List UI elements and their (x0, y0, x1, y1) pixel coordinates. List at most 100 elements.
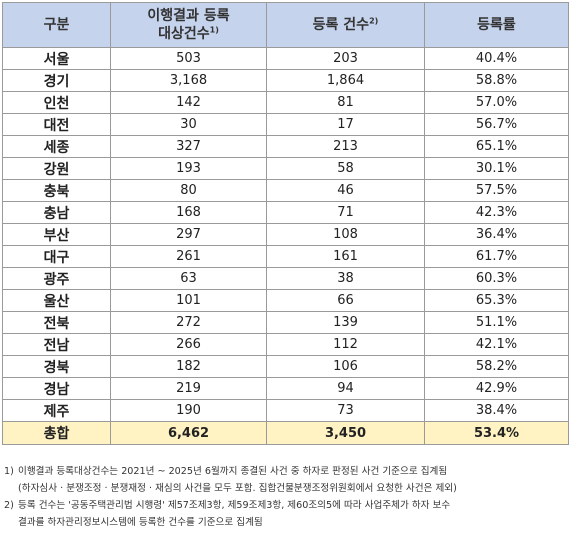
rate-cell: 30.1% (424, 157, 569, 180)
footnote-line: 결과를 하자관리정보시스템에 등록한 건수를 기준으로 집계됨 (18, 517, 263, 528)
registered-count-cell: 203 (266, 47, 425, 70)
registered-count-cell: 46 (266, 179, 425, 202)
region-cell: 경북 (2, 355, 111, 378)
target-count-cell: 101 (110, 289, 267, 312)
target-count-cell: 503 (110, 47, 267, 70)
target-count-cell: 327 (110, 135, 267, 158)
rate-cell: 57.5% (424, 179, 569, 202)
target-count-cell: 272 (110, 311, 267, 334)
rate-cell: 51.1% (424, 311, 569, 334)
table-row: 경남 219 94 42.9% (2, 377, 569, 400)
region-cell: 충남 (2, 201, 111, 224)
table-row: 전북 272 139 51.1% (2, 311, 569, 334)
region-cell: 서울 (2, 47, 111, 70)
registered-count-cell: 94 (266, 377, 425, 400)
footnote-text: 등록 건수는 '공동주택관리법 시행령' 제57조제3항, 제59조제3항, 제… (18, 497, 568, 531)
registered-count-cell: 66 (266, 289, 425, 312)
table-row: 제주 190 73 38.4% (2, 399, 569, 422)
rate-cell: 36.4% (424, 223, 569, 246)
target-count-cell: 219 (110, 377, 267, 400)
footnote-text: 이행결과 등록대상건수는 2021년 ~ 2025년 6월까지 종결된 사건 중… (18, 463, 568, 497)
footnote-number: 1) (4, 466, 14, 477)
rate-cell: 57.0% (424, 91, 569, 114)
table-row: 대전 30 17 56.7% (2, 113, 569, 136)
rate-cell: 58.2% (424, 355, 569, 378)
rate-cell: 53.4% (424, 421, 569, 445)
footnote-number: 2) (4, 500, 14, 511)
target-count-cell: 182 (110, 355, 267, 378)
total-row: 총합 6,462 3,450 53.4% (2, 421, 569, 445)
target-count-cell: 193 (110, 157, 267, 180)
rate-cell: 42.3% (424, 201, 569, 224)
registered-count-cell: 139 (266, 311, 425, 334)
region-cell: 인천 (2, 91, 111, 114)
registered-count-cell: 213 (266, 135, 425, 158)
table-row: 광주 63 38 60.3% (2, 267, 569, 290)
footnote-1: 1) 이행결과 등록대상건수는 2021년 ~ 2025년 6월까지 종결된 사건… (4, 463, 568, 497)
target-count-cell: 3,168 (110, 69, 267, 92)
rate-cell: 40.4% (424, 47, 569, 70)
target-count-cell: 261 (110, 245, 267, 268)
region-cell: 대전 (2, 113, 111, 136)
rate-cell: 42.9% (424, 377, 569, 400)
registered-count-cell: 112 (266, 333, 425, 356)
region-cell: 광주 (2, 267, 111, 290)
table-row: 전남 266 112 42.1% (2, 333, 569, 356)
registered-count-cell: 161 (266, 245, 425, 268)
target-count-cell: 168 (110, 201, 267, 224)
region-cell: 제주 (2, 399, 111, 422)
region-cell: 충북 (2, 179, 111, 202)
registered-count-cell: 81 (266, 91, 425, 114)
rate-cell: 38.4% (424, 399, 569, 422)
table-row: 충북 80 46 57.5% (2, 179, 569, 202)
header-registered-count: 등록 건수2) (266, 2, 425, 48)
target-count-cell: 6,462 (110, 421, 267, 445)
registered-count-cell: 58 (266, 157, 425, 180)
region-cell: 울산 (2, 289, 111, 312)
footnote-2: 2) 등록 건수는 '공동주택관리법 시행령' 제57조제3항, 제59조제3항,… (4, 497, 568, 531)
header-target-count: 이행결과 등록 대상건수1) (110, 2, 267, 48)
table-row: 서울 503 203 40.4% (2, 47, 569, 70)
region-cell: 강원 (2, 157, 111, 180)
footnote-line: 등록 건수는 '공동주택관리법 시행령' 제57조제3항, 제59조제3항, 제… (18, 500, 451, 511)
region-cell: 경기 (2, 69, 111, 92)
table-row: 부산 297 108 36.4% (2, 223, 569, 246)
region-cell: 총합 (2, 421, 111, 445)
registered-count-cell: 71 (266, 201, 425, 224)
table-row: 강원 193 58 30.1% (2, 157, 569, 180)
registered-count-cell: 38 (266, 267, 425, 290)
footnote-line: 이행결과 등록대상건수는 2021년 ~ 2025년 6월까지 종결된 사건 중… (18, 466, 448, 477)
registered-count-cell: 1,864 (266, 69, 425, 92)
target-count-cell: 297 (110, 223, 267, 246)
registered-count-cell: 106 (266, 355, 425, 378)
header-row: 구분 이행결과 등록 대상건수1) 등록 건수2) 등록률 (2, 2, 569, 48)
registered-count-cell: 73 (266, 399, 425, 422)
target-count-cell: 80 (110, 179, 267, 202)
table-row: 인천 142 81 57.0% (2, 91, 569, 114)
table-row: 경기 3,168 1,864 58.8% (2, 69, 569, 92)
target-count-cell: 142 (110, 91, 267, 114)
rate-cell: 65.3% (424, 289, 569, 312)
registration-table: 구분 이행결과 등록 대상건수1) 등록 건수2) 등록률 서울 503 203 40… (2, 2, 569, 445)
rate-cell: 61.7% (424, 245, 569, 268)
footnote-line: (하자심사 · 분쟁조정 · 분쟁재정 · 재심의 사건을 모두 포함. 집합건… (18, 483, 457, 494)
rate-cell: 58.8% (424, 69, 569, 92)
rate-cell: 42.1% (424, 333, 569, 356)
target-count-cell: 63 (110, 267, 267, 290)
table-row: 울산 101 66 65.3% (2, 289, 569, 312)
registered-count-cell: 108 (266, 223, 425, 246)
target-count-cell: 190 (110, 399, 267, 422)
table-row: 경북 182 106 58.2% (2, 355, 569, 378)
region-cell: 세종 (2, 135, 111, 158)
region-cell: 전북 (2, 311, 111, 334)
rate-cell: 65.1% (424, 135, 569, 158)
region-cell: 대구 (2, 245, 111, 268)
target-count-cell: 30 (110, 113, 267, 136)
region-cell: 경남 (2, 377, 111, 400)
table-row: 충남 168 71 42.3% (2, 201, 569, 224)
header-rate: 등록률 (424, 2, 569, 48)
footnotes: 1) 이행결과 등록대상건수는 2021년 ~ 2025년 6월까지 종결된 사건… (4, 463, 568, 531)
registered-count-cell: 17 (266, 113, 425, 136)
rate-cell: 56.7% (424, 113, 569, 136)
region-cell: 전남 (2, 333, 111, 356)
